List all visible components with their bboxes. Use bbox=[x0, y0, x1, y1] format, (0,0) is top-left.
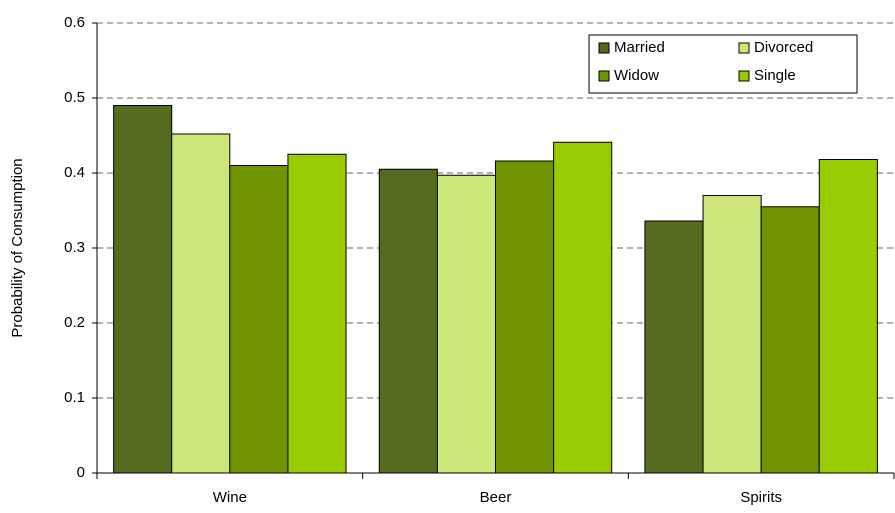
legend-swatch bbox=[738, 42, 750, 54]
bar bbox=[644, 220, 704, 474]
legend-swatch bbox=[598, 42, 610, 54]
legend-label: Divorced bbox=[754, 39, 813, 56]
legend-swatch bbox=[598, 70, 610, 82]
bar bbox=[553, 141, 613, 474]
x-tick-label: Wine bbox=[213, 489, 247, 506]
y-tick-label: 0.5 bbox=[64, 89, 85, 106]
bar bbox=[378, 168, 438, 474]
bar bbox=[436, 174, 496, 474]
bar bbox=[171, 133, 231, 474]
bar bbox=[818, 159, 878, 474]
bar bbox=[113, 105, 173, 474]
y-tick-label: 0.6 bbox=[64, 14, 85, 31]
y-tick-label: 0.3 bbox=[64, 239, 85, 256]
legend-label: Widow bbox=[614, 67, 659, 84]
y-axis-label: Probability of Consumption bbox=[9, 158, 26, 337]
y-tick-label: 0.1 bbox=[64, 389, 85, 406]
y-tick-label: 0.4 bbox=[64, 164, 85, 181]
bar bbox=[495, 160, 555, 474]
bar bbox=[229, 165, 289, 474]
y-tick-label: 0.2 bbox=[64, 314, 85, 331]
x-tick-label: Spirits bbox=[740, 489, 782, 506]
legend-label: Single bbox=[754, 67, 796, 84]
bar bbox=[287, 153, 347, 474]
legend-box bbox=[588, 34, 858, 94]
x-tick-label: Beer bbox=[480, 489, 512, 506]
y-tick-label: 0 bbox=[77, 464, 85, 481]
legend-swatch bbox=[738, 70, 750, 82]
bar bbox=[760, 206, 820, 474]
legend-label: Married bbox=[614, 39, 665, 56]
bar bbox=[702, 195, 762, 474]
